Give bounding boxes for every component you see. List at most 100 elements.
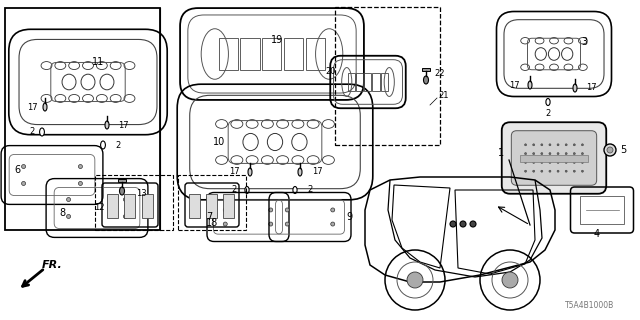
- Text: 21: 21: [438, 91, 449, 100]
- Text: 17: 17: [586, 84, 596, 92]
- Ellipse shape: [532, 161, 534, 164]
- Ellipse shape: [525, 170, 527, 172]
- Ellipse shape: [79, 181, 83, 186]
- Ellipse shape: [269, 208, 273, 212]
- Ellipse shape: [541, 144, 543, 146]
- Ellipse shape: [460, 221, 466, 227]
- Text: 19: 19: [271, 35, 283, 45]
- Bar: [262, 38, 282, 70]
- Ellipse shape: [407, 272, 423, 288]
- Ellipse shape: [565, 170, 567, 172]
- Text: 17: 17: [118, 121, 129, 130]
- Ellipse shape: [293, 187, 297, 194]
- Ellipse shape: [124, 197, 127, 202]
- Bar: [189, 194, 200, 218]
- Bar: [178, 175, 246, 230]
- Bar: [364, 73, 371, 91]
- Ellipse shape: [573, 153, 575, 155]
- Text: 5: 5: [620, 145, 627, 155]
- Ellipse shape: [22, 181, 26, 186]
- Ellipse shape: [223, 208, 227, 212]
- Bar: [381, 73, 388, 91]
- Ellipse shape: [424, 76, 429, 84]
- Ellipse shape: [223, 222, 227, 226]
- Ellipse shape: [245, 187, 249, 194]
- Ellipse shape: [285, 208, 289, 212]
- Text: 2: 2: [29, 127, 35, 137]
- Ellipse shape: [528, 81, 532, 89]
- FancyBboxPatch shape: [502, 122, 606, 194]
- Bar: [520, 155, 588, 162]
- Bar: [356, 73, 364, 91]
- Ellipse shape: [557, 161, 559, 164]
- Ellipse shape: [541, 153, 543, 155]
- Ellipse shape: [269, 222, 273, 226]
- Text: 22: 22: [434, 69, 445, 78]
- Bar: [241, 38, 260, 70]
- Ellipse shape: [557, 144, 559, 146]
- Text: FR.: FR.: [42, 260, 62, 270]
- Ellipse shape: [525, 144, 527, 146]
- Ellipse shape: [549, 170, 551, 172]
- Ellipse shape: [607, 147, 613, 153]
- Ellipse shape: [604, 144, 616, 156]
- Bar: [348, 73, 355, 91]
- Text: 20: 20: [326, 68, 336, 76]
- Text: 7: 7: [205, 212, 212, 222]
- Ellipse shape: [541, 161, 543, 164]
- Ellipse shape: [67, 197, 70, 202]
- Text: 2: 2: [545, 108, 550, 117]
- Ellipse shape: [557, 153, 559, 155]
- Bar: [118, 179, 126, 182]
- Ellipse shape: [581, 170, 584, 172]
- Bar: [141, 194, 152, 218]
- Bar: [124, 194, 135, 218]
- Ellipse shape: [100, 141, 106, 149]
- Ellipse shape: [581, 144, 584, 146]
- Ellipse shape: [124, 214, 127, 219]
- Bar: [95, 175, 173, 230]
- Text: 8: 8: [59, 208, 65, 218]
- Text: 17: 17: [312, 167, 323, 177]
- Ellipse shape: [546, 99, 550, 106]
- Bar: [206, 194, 217, 218]
- Ellipse shape: [450, 221, 456, 227]
- Text: 17: 17: [509, 81, 520, 90]
- Ellipse shape: [285, 222, 289, 226]
- Text: 1: 1: [498, 148, 504, 158]
- Ellipse shape: [79, 164, 83, 169]
- Ellipse shape: [573, 170, 575, 172]
- Ellipse shape: [549, 153, 551, 155]
- Ellipse shape: [525, 153, 527, 155]
- Ellipse shape: [105, 121, 109, 129]
- Text: T5A4B1000B: T5A4B1000B: [565, 300, 614, 309]
- Ellipse shape: [43, 103, 47, 111]
- Text: 2: 2: [115, 140, 120, 149]
- Bar: [219, 38, 238, 70]
- Ellipse shape: [549, 144, 551, 146]
- Ellipse shape: [298, 168, 302, 176]
- Ellipse shape: [581, 153, 584, 155]
- Ellipse shape: [532, 153, 534, 155]
- Ellipse shape: [502, 272, 518, 288]
- Ellipse shape: [67, 214, 70, 219]
- Text: 6: 6: [14, 165, 20, 175]
- Text: 4: 4: [594, 229, 600, 239]
- Text: 11: 11: [92, 57, 104, 67]
- Bar: [284, 38, 303, 70]
- Bar: [422, 68, 430, 71]
- Ellipse shape: [573, 144, 575, 146]
- Text: 18: 18: [206, 218, 218, 228]
- Bar: [223, 194, 234, 218]
- Ellipse shape: [120, 187, 125, 195]
- Text: 12: 12: [95, 204, 105, 212]
- Ellipse shape: [532, 144, 534, 146]
- Text: 13: 13: [136, 188, 147, 197]
- Ellipse shape: [549, 161, 551, 164]
- Text: 17: 17: [28, 102, 38, 111]
- Text: 17: 17: [229, 167, 240, 177]
- Bar: [106, 194, 118, 218]
- Ellipse shape: [525, 161, 527, 164]
- Ellipse shape: [470, 221, 476, 227]
- Ellipse shape: [331, 208, 335, 212]
